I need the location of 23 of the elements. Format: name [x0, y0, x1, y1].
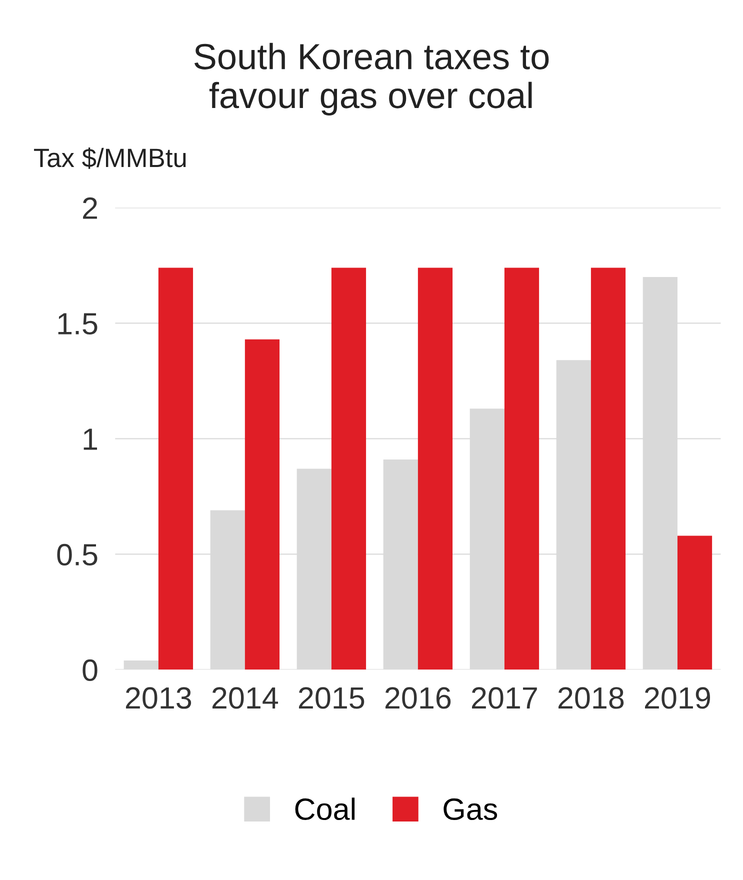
- legend-label: Coal: [295, 798, 355, 820]
- x-tick-label: 2019: [645, 687, 710, 709]
- y-tick-label: 2: [83, 197, 97, 219]
- y-axis-title: Tax $/MMBtu: [34, 147, 186, 169]
- bar: [418, 268, 453, 670]
- bar: [331, 268, 366, 670]
- x-tick-label: 2018: [558, 687, 624, 709]
- bar: [158, 268, 194, 670]
- y-tick-label: 1.5: [58, 313, 98, 335]
- bar: [244, 339, 280, 670]
- y-tick-label: 0.5: [57, 544, 98, 566]
- bar: [590, 268, 626, 670]
- x-tick-label: 2014: [212, 687, 278, 709]
- y-tick-label: 0: [82, 659, 98, 682]
- y-tick-label: 1: [84, 428, 98, 450]
- x-tick-label: 2013: [126, 687, 192, 709]
- legend-label: Gas: [444, 798, 498, 820]
- bar: [677, 536, 712, 670]
- chart-title: South Korean taxes to favour gas over coal: [194, 42, 549, 116]
- bar: [504, 268, 540, 670]
- x-tick-label: 2016: [385, 687, 451, 709]
- x-tick-label: 2015: [298, 687, 364, 709]
- x-tick-label: 2017: [472, 687, 537, 709]
